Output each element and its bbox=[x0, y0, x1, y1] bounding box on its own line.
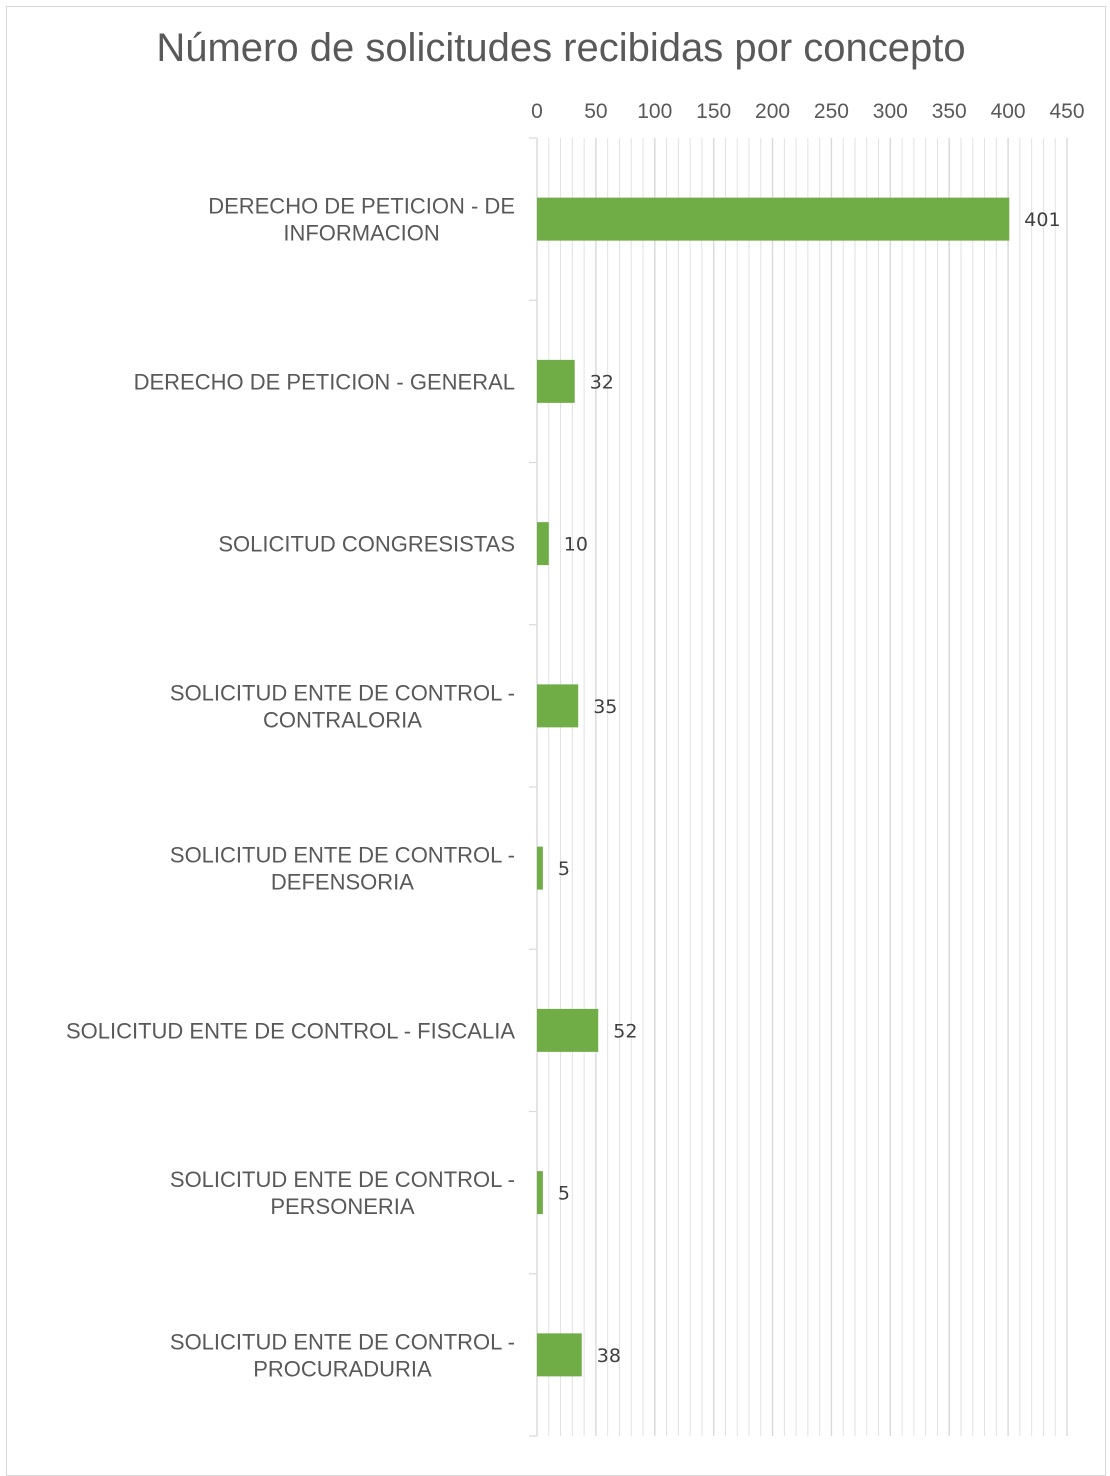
category-label-line: DERECHO DE PETICION - DE bbox=[208, 194, 515, 219]
category-label-line: SOLICITUD CONGRESISTAS bbox=[218, 532, 515, 557]
x-tick-label: 100 bbox=[637, 100, 672, 123]
data-label: 38 bbox=[597, 1345, 621, 1367]
category-label-line: DEFENSORIA bbox=[271, 870, 414, 895]
chart-title: Número de solicitudes recibidas por conc… bbox=[156, 26, 966, 70]
category-label: SOLICITUD ENTE DE CONTROL -PERSONERIA bbox=[170, 1167, 515, 1219]
data-label: 10 bbox=[564, 534, 588, 556]
bar bbox=[537, 522, 549, 566]
category-label-line: SOLICITUD ENTE DE CONTROL - bbox=[170, 1329, 515, 1354]
bar bbox=[537, 846, 543, 890]
data-label: 52 bbox=[613, 1020, 637, 1042]
data-label: 401 bbox=[1024, 209, 1060, 231]
category-label: DERECHO DE PETICION - DE INFORMACION bbox=[208, 194, 515, 246]
category-label-line: CONTRALORIA bbox=[263, 707, 422, 732]
data-label: 5 bbox=[558, 1183, 570, 1205]
data-label: 5 bbox=[558, 858, 570, 880]
bar bbox=[537, 684, 579, 728]
category-label-line: PROCURADURIA bbox=[253, 1356, 432, 1381]
data-label: 35 bbox=[593, 696, 617, 718]
category-label-line: INFORMACION bbox=[283, 221, 439, 246]
category-label-line: SOLICITUD ENTE DE CONTROL - bbox=[170, 1167, 515, 1192]
category-label: SOLICITUD ENTE DE CONTROL -CONTRALORIA bbox=[170, 680, 515, 732]
category-label-line: PERSONERIA bbox=[270, 1194, 415, 1219]
bar bbox=[537, 1008, 599, 1052]
category-label: DERECHO DE PETICION - GENERAL bbox=[134, 369, 515, 394]
category-label: SOLICITUD ENTE DE CONTROL - FISCALIA bbox=[66, 1018, 515, 1043]
bar bbox=[537, 1171, 543, 1215]
x-tick-label: 0 bbox=[531, 100, 543, 123]
x-tick-label: 400 bbox=[991, 100, 1026, 123]
bar bbox=[537, 1333, 582, 1377]
x-tick-label: 450 bbox=[1049, 100, 1084, 123]
bar bbox=[537, 359, 575, 403]
x-tick-label: 250 bbox=[814, 100, 849, 123]
bar bbox=[537, 197, 1010, 241]
category-label-line: DERECHO DE PETICION - GENERAL bbox=[134, 369, 515, 394]
data-label: 32 bbox=[590, 371, 614, 393]
x-tick-label: 50 bbox=[584, 100, 607, 123]
chart-frame bbox=[6, 6, 1106, 1476]
x-tick-label: 150 bbox=[696, 100, 731, 123]
x-tick-label: 350 bbox=[932, 100, 967, 123]
x-tick-label: 200 bbox=[755, 100, 790, 123]
category-label: SOLICITUD ENTE DE CONTROL -PROCURADURIA bbox=[170, 1329, 515, 1381]
category-label: SOLICITUD CONGRESISTAS bbox=[218, 532, 515, 557]
category-label-line: SOLICITUD ENTE DE CONTROL - bbox=[170, 843, 515, 868]
category-label: SOLICITUD ENTE DE CONTROL -DEFENSORIA bbox=[170, 843, 515, 895]
x-tick-label: 300 bbox=[873, 100, 908, 123]
category-label-line: SOLICITUD ENTE DE CONTROL - bbox=[170, 680, 515, 705]
category-label-line: SOLICITUD ENTE DE CONTROL - FISCALIA bbox=[66, 1018, 515, 1043]
